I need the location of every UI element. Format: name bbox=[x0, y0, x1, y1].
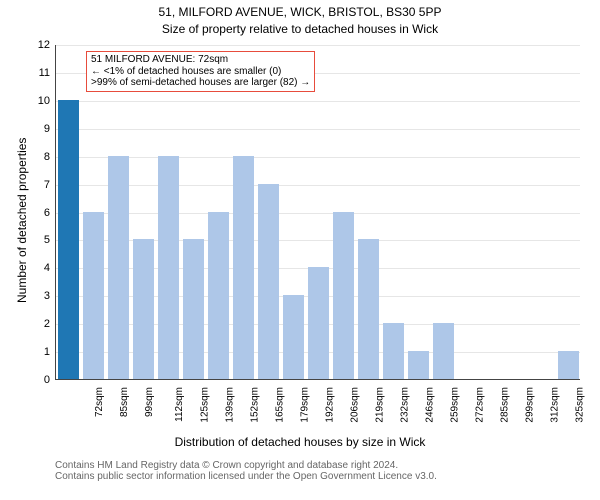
bar bbox=[208, 212, 229, 380]
y-tick-label: 10 bbox=[38, 95, 50, 107]
annotation-line3: >99% of semi-detached houses are larger … bbox=[91, 77, 310, 89]
bar bbox=[83, 212, 104, 380]
x-tick-label: 192sqm bbox=[324, 387, 335, 423]
x-tick-label: 232sqm bbox=[399, 387, 410, 423]
plot-area: 012345678910111272sqm85sqm99sqm112sqm125… bbox=[55, 45, 580, 380]
x-tick-label: 112sqm bbox=[173, 387, 184, 422]
x-tick-label: 139sqm bbox=[224, 387, 235, 423]
gridline bbox=[56, 185, 580, 186]
y-tick-label: 0 bbox=[44, 374, 50, 386]
x-tick-label: 125sqm bbox=[199, 387, 210, 423]
y-tick-label: 6 bbox=[44, 207, 50, 219]
chart-title-line2: Size of property relative to detached ho… bbox=[0, 22, 600, 36]
gridline bbox=[56, 157, 580, 158]
gridline bbox=[56, 101, 580, 102]
license-line1: Contains HM Land Registry data © Crown c… bbox=[55, 460, 437, 471]
y-tick-label: 2 bbox=[44, 318, 50, 330]
y-tick-label: 8 bbox=[44, 151, 50, 163]
bar bbox=[283, 295, 304, 379]
bar bbox=[558, 351, 579, 379]
x-axis-label: Distribution of detached houses by size … bbox=[0, 435, 600, 449]
y-tick-label: 11 bbox=[39, 67, 50, 79]
annotation-line2: ← <1% of detached houses are smaller (0) bbox=[91, 66, 310, 78]
license-line2: Contains public sector information licen… bbox=[55, 471, 437, 482]
bar bbox=[358, 239, 379, 379]
bar bbox=[333, 212, 354, 380]
x-tick-label: 99sqm bbox=[144, 387, 155, 417]
y-tick-label: 4 bbox=[44, 262, 50, 274]
x-tick-label: 246sqm bbox=[424, 387, 435, 423]
bar bbox=[383, 323, 404, 379]
x-tick-label: 219sqm bbox=[374, 387, 385, 423]
bar bbox=[258, 184, 279, 379]
x-tick-label: 259sqm bbox=[449, 387, 460, 423]
chart-title-line1: 51, MILFORD AVENUE, WICK, BRISTOL, BS30 … bbox=[0, 5, 600, 19]
bar bbox=[133, 239, 154, 379]
y-tick-label: 3 bbox=[44, 290, 50, 302]
y-axis-label: Number of detached properties bbox=[15, 137, 29, 302]
y-tick-label: 12 bbox=[38, 39, 50, 51]
bar bbox=[408, 351, 429, 379]
x-tick-label: 312sqm bbox=[549, 387, 560, 423]
bar bbox=[433, 323, 454, 379]
bar bbox=[58, 100, 79, 379]
bar bbox=[233, 156, 254, 379]
x-tick-label: 165sqm bbox=[274, 387, 285, 423]
bar bbox=[108, 156, 129, 379]
x-tick-label: 152sqm bbox=[249, 387, 260, 423]
y-tick-label: 7 bbox=[44, 179, 50, 191]
x-tick-label: 299sqm bbox=[524, 387, 535, 423]
y-tick-label: 5 bbox=[44, 234, 50, 246]
x-tick-label: 85sqm bbox=[119, 387, 130, 417]
x-tick-label: 179sqm bbox=[299, 387, 310, 423]
x-tick-label: 206sqm bbox=[349, 387, 360, 423]
bar bbox=[308, 267, 329, 379]
x-tick-label: 325sqm bbox=[574, 387, 585, 423]
gridline bbox=[56, 129, 580, 130]
bar bbox=[158, 156, 179, 379]
annotation-box: 51 MILFORD AVENUE: 72sqm ← <1% of detach… bbox=[86, 51, 315, 92]
y-tick-label: 9 bbox=[44, 123, 50, 135]
annotation-line1: 51 MILFORD AVENUE: 72sqm bbox=[91, 54, 310, 66]
gridline bbox=[56, 213, 580, 214]
license-text: Contains HM Land Registry data © Crown c… bbox=[55, 460, 437, 482]
gridline bbox=[56, 45, 580, 46]
y-tick-label: 1 bbox=[44, 346, 50, 358]
bar bbox=[183, 239, 204, 379]
x-tick-label: 72sqm bbox=[94, 387, 105, 417]
x-tick-label: 272sqm bbox=[474, 387, 485, 423]
x-tick-label: 285sqm bbox=[499, 387, 510, 423]
